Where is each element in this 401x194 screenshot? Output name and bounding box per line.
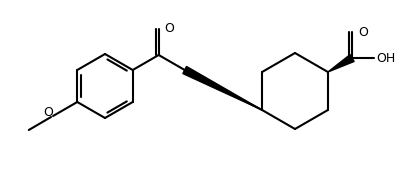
Text: O: O bbox=[43, 107, 53, 120]
Polygon shape bbox=[327, 55, 353, 72]
Text: OH: OH bbox=[376, 51, 395, 64]
Text: O: O bbox=[357, 25, 367, 38]
Text: O: O bbox=[164, 23, 174, 36]
Polygon shape bbox=[182, 67, 261, 110]
